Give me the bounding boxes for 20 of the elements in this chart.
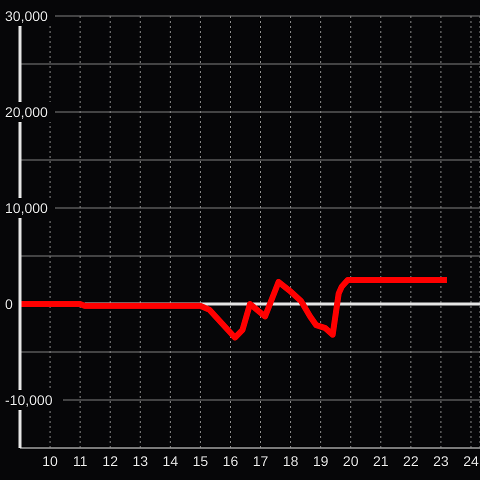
x-tick-label: 17 xyxy=(252,452,269,469)
x-tick-label: 23 xyxy=(433,452,449,469)
y-tick-label: 0 xyxy=(5,296,13,312)
x-tick-label: 15 xyxy=(192,452,208,469)
x-tick-label: 20 xyxy=(342,452,359,469)
y-tick-label: 10,000 xyxy=(5,200,48,216)
x-tick-label: 12 xyxy=(102,452,118,469)
x-tick-label: 19 xyxy=(312,452,329,469)
x-tick-label: 10 xyxy=(42,452,58,469)
x-tick-label: 13 xyxy=(132,452,148,469)
y-tick-label: -10,000 xyxy=(5,392,53,408)
y-tick-label: 30,000 xyxy=(5,8,48,24)
x-tick-label: 18 xyxy=(282,452,299,469)
x-tick-label: 22 xyxy=(403,452,419,469)
x-tick-label: 11 xyxy=(72,452,88,469)
y-tick-label: 20,000 xyxy=(5,104,48,120)
x-tick-label: 14 xyxy=(162,452,178,469)
x-tick-label: 16 xyxy=(222,452,238,469)
x-tick-label: 21 xyxy=(372,452,389,469)
x-tick-label: 24 xyxy=(463,452,479,469)
